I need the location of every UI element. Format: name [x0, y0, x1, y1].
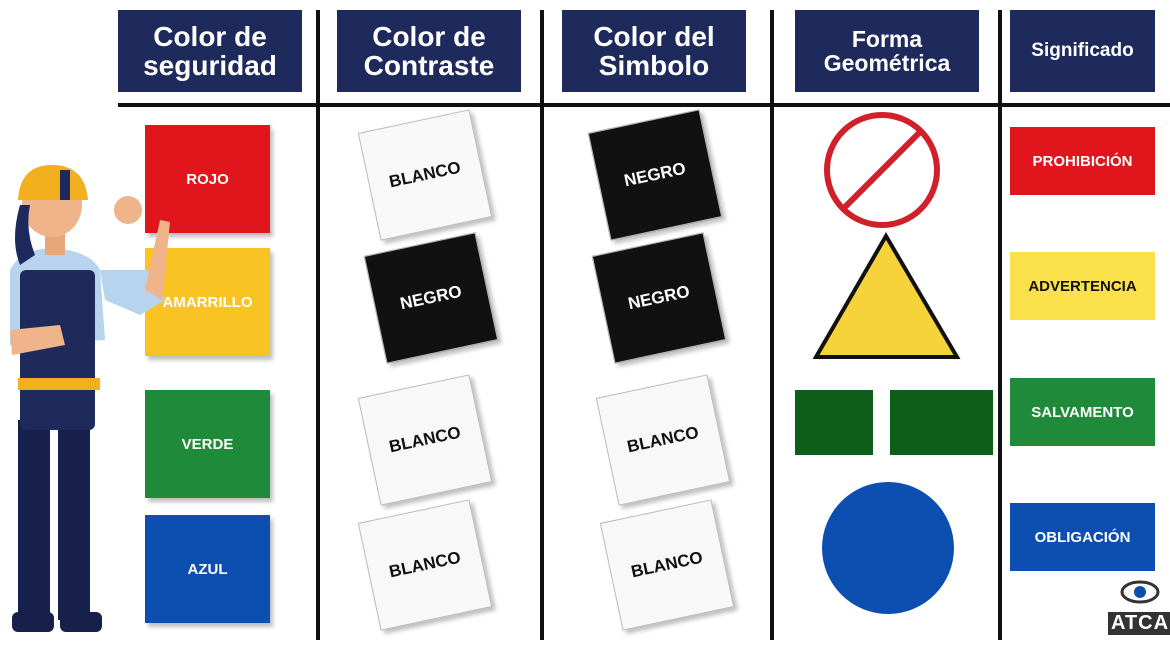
header-line: Contraste: [363, 50, 495, 81]
header-line: Color de: [372, 20, 486, 52]
logo-icon: [1120, 580, 1160, 604]
column-header: Color de Contraste: [337, 10, 521, 92]
header-line: Color de: [153, 20, 267, 52]
safety-note: ROJO: [145, 125, 270, 233]
header-line: Forma: [851, 25, 923, 52]
safety-note: VERDE: [145, 390, 270, 498]
meaning-label: SALVAMENTO: [1010, 378, 1155, 446]
column-divider: [316, 10, 320, 640]
header-line: Significado: [1031, 40, 1134, 62]
meaning-label: OBLIGACIÓN: [1010, 503, 1155, 571]
header-rule: [118, 103, 1170, 107]
header-line: seguridad: [143, 50, 277, 81]
column-header: Forma Geométrica: [795, 10, 979, 92]
meaning-label: PROHIBICIÓN: [1010, 127, 1155, 195]
header-line: Geométrica: [823, 50, 951, 76]
worker-illustration: [10, 165, 170, 632]
safety-rectangle: [890, 390, 993, 455]
warning-triangle: [812, 232, 961, 359]
header-line: Color del: [593, 20, 715, 52]
header-line: Simbolo: [598, 50, 710, 81]
logo-text: ATCAL: [1108, 612, 1170, 635]
safety-square: [795, 390, 873, 455]
meaning-label: ADVERTENCIA: [1010, 252, 1155, 320]
column-divider: [998, 10, 1002, 640]
column-divider: [540, 10, 544, 640]
column-header: Color del Simbolo: [562, 10, 746, 92]
column-header: Color de seguridad: [118, 10, 302, 92]
obligation-circle: [822, 482, 954, 614]
column-header: Significado: [1010, 10, 1155, 92]
prohibition-sign: [824, 112, 940, 228]
safety-note: AMARRILLO: [145, 248, 270, 356]
column-divider: [770, 10, 774, 640]
safety-note: AZUL: [145, 515, 270, 623]
